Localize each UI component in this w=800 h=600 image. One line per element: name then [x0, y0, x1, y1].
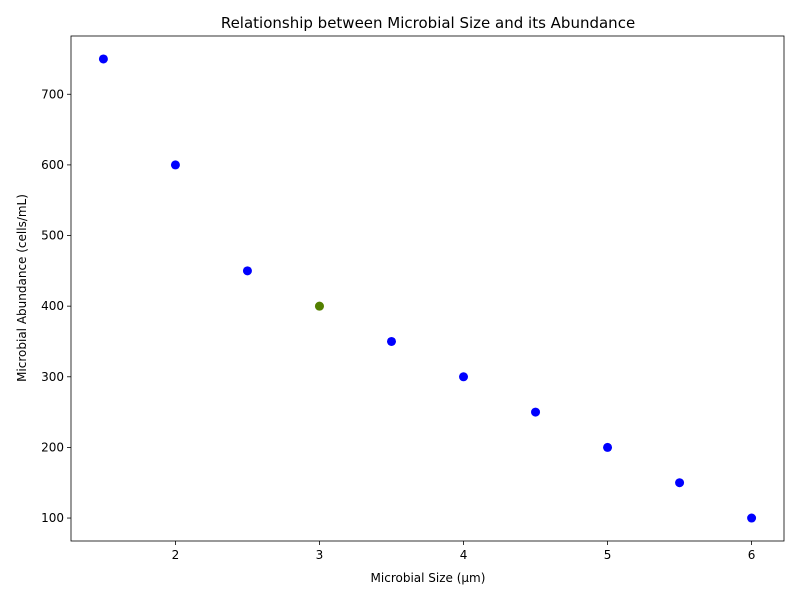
plot-area — [98, 54, 757, 523]
y-tick-label: 500 — [41, 229, 64, 243]
y-tick-label: 600 — [41, 158, 64, 172]
data-point — [98, 54, 108, 64]
plot-frame — [70, 35, 785, 542]
x-tick-label: 6 — [748, 548, 756, 562]
data-point — [170, 160, 180, 170]
x-tick-label: 2 — [172, 548, 180, 562]
y-tick-label: 300 — [41, 370, 64, 384]
x-axis: 2 3 4 5 6 — [172, 541, 756, 562]
x-axis-label: Microbial Size (µm) — [371, 571, 486, 585]
y-tick-label: 200 — [41, 440, 64, 454]
y-tick-label: 400 — [41, 299, 64, 313]
y-tick-label: 100 — [41, 511, 64, 525]
data-point — [675, 478, 685, 488]
x-tick-label: 3 — [316, 548, 324, 562]
chart-title: Relationship between Microbial Size and … — [221, 14, 635, 32]
data-point — [747, 513, 757, 523]
data-point — [314, 301, 324, 311]
y-tick-label: 700 — [41, 87, 64, 101]
x-tick-label: 5 — [604, 548, 612, 562]
data-point — [386, 336, 396, 346]
data-point — [314, 301, 324, 311]
data-point — [531, 407, 541, 417]
y-axis: 100 200 300 400 500 600 700 — [41, 87, 71, 525]
x-tick-label: 4 — [460, 548, 468, 562]
data-point — [603, 442, 613, 452]
data-point — [242, 266, 252, 276]
data-point — [459, 372, 469, 382]
y-axis-label: Microbial Abundance (cells/mL) — [15, 194, 29, 382]
